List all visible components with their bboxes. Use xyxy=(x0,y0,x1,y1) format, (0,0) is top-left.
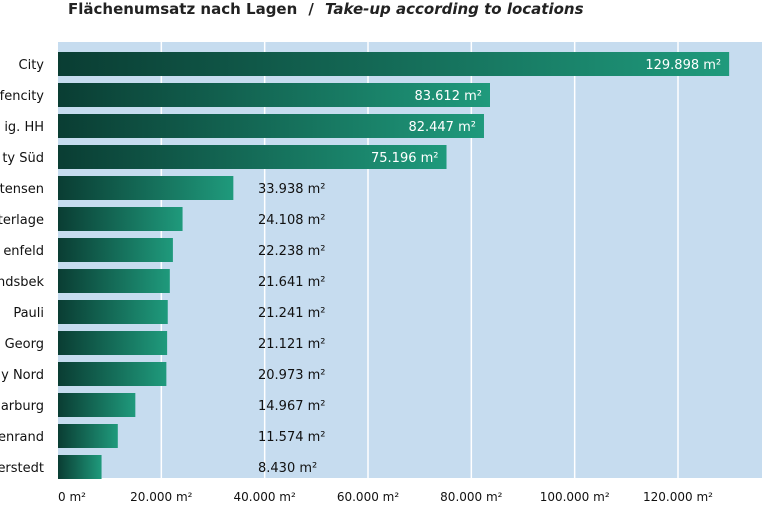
category-label: fencity xyxy=(0,89,44,104)
value-label: 14.967 m² xyxy=(258,399,326,414)
category-label: enrand xyxy=(0,430,44,445)
category-label: tensen xyxy=(0,182,44,197)
bar xyxy=(58,362,167,386)
value-label: 11.574 m² xyxy=(258,430,326,445)
bar xyxy=(58,207,183,231)
chart-title-separator: / xyxy=(308,0,314,18)
chart-title: Flächenumsatz nach Lagen / Take-up accor… xyxy=(68,0,584,18)
x-tick-label: 120.000 m² xyxy=(643,490,713,504)
bar xyxy=(58,83,490,107)
category-label: Pauli xyxy=(13,306,44,321)
chart-subtitle: Take-up according to locations xyxy=(325,0,584,18)
value-label: 33.938 m² xyxy=(258,182,326,197)
value-label: 24.108 m² xyxy=(258,213,326,228)
category-label: ty Süd xyxy=(2,151,44,166)
category-label: enfeld xyxy=(3,244,44,259)
x-tick-label: 40.000 m² xyxy=(234,490,296,504)
value-label: 21.641 m² xyxy=(258,275,326,290)
labels: City 129.898 m² fencity 83.612 m² ig. HH 82.4… xyxy=(0,58,721,476)
bar xyxy=(58,114,484,138)
bar xyxy=(58,269,170,293)
category-label: y Nord xyxy=(1,368,44,383)
value-label: 82.447 m² xyxy=(408,120,476,135)
value-label: 129.898 m² xyxy=(645,58,721,73)
x-tick-label: 60.000 m² xyxy=(337,490,399,504)
category-label: ig. HH xyxy=(4,120,44,135)
bar xyxy=(58,393,136,417)
category-label: ndsbek xyxy=(0,275,44,290)
bar xyxy=(58,238,173,262)
bar xyxy=(58,300,168,324)
bars xyxy=(58,52,730,479)
bar xyxy=(58,331,168,355)
bar xyxy=(58,455,102,479)
bar xyxy=(58,145,447,169)
value-label: 21.241 m² xyxy=(258,306,326,321)
value-label: 83.612 m² xyxy=(414,89,482,104)
x-tick-label: 20.000 m² xyxy=(130,490,192,504)
x-tick-label: 100.000 m² xyxy=(540,490,610,504)
value-label: 20.973 m² xyxy=(258,368,326,383)
value-label: 22.238 m² xyxy=(258,244,326,259)
category-label: Georg xyxy=(5,337,44,352)
bar xyxy=(58,52,730,76)
category-label: terlage xyxy=(0,213,44,228)
x-tick-label: 80.000 m² xyxy=(440,490,502,504)
bar xyxy=(58,176,234,200)
value-label: 21.121 m² xyxy=(258,337,326,352)
value-label: 75.196 m² xyxy=(371,151,439,166)
chart-title-main: Flächenumsatz nach Lagen xyxy=(68,0,297,18)
category-label: erstedt xyxy=(0,461,44,476)
value-label: 8.430 m² xyxy=(258,461,317,476)
x-tick-label: 0 m² xyxy=(58,490,86,504)
category-label: City xyxy=(19,58,45,73)
category-label: arburg xyxy=(1,399,44,414)
bar xyxy=(58,424,118,448)
x-axis-ticks: 0 m² 20.000 m² 40.000 m² 60.000 m² 80.000 m²… xyxy=(58,490,713,504)
